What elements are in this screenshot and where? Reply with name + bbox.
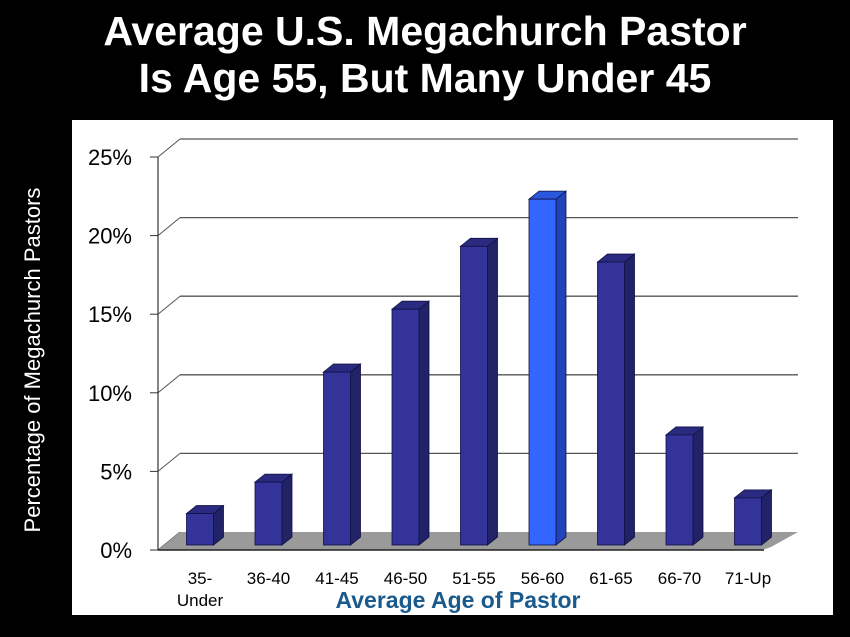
y-tick-label: 20% xyxy=(88,224,132,249)
bar-35-Under xyxy=(185,504,225,546)
bar-61-65 xyxy=(596,253,636,546)
bar-56-60 xyxy=(527,190,568,546)
x-tick-label: 35- xyxy=(188,569,213,588)
y-tick-label: 15% xyxy=(88,302,132,327)
x-tick-label: 71-Up xyxy=(725,569,771,588)
bar-46-50 xyxy=(390,300,431,546)
bar-36-40 xyxy=(253,473,294,546)
y-tick-label: 0% xyxy=(100,538,132,563)
bar-51-55 xyxy=(459,237,499,546)
x-axis-label: Average Age of Pastor xyxy=(336,587,581,613)
x-tick-label: 36-40 xyxy=(247,569,290,588)
title-line-2: Is Age 55, But Many Under 45 xyxy=(138,55,712,101)
x-tick-label: 46-50 xyxy=(384,569,427,588)
x-tick-label: 51-55 xyxy=(452,569,495,588)
bar-41-45 xyxy=(322,363,362,546)
y-tick-label: 5% xyxy=(100,459,132,484)
x-tick-label: 41-45 xyxy=(315,569,358,588)
title-line-1: Average U.S. Megachurch Pastor xyxy=(103,8,747,54)
y-tick-label: 10% xyxy=(88,381,132,406)
y-tick-label: 25% xyxy=(88,145,132,170)
bars xyxy=(185,190,773,546)
x-tick-label: 56-60 xyxy=(521,569,564,588)
y-tick-labels: 0% 5% 10% 15% 20% 25% xyxy=(88,145,132,563)
x-tick-label: 66-70 xyxy=(658,569,701,588)
chart-title: Average U.S. Megachurch Pastor Is Age 55… xyxy=(0,8,850,102)
x-tick-label: 61-65 xyxy=(589,569,632,588)
bar-66-70 xyxy=(664,426,705,546)
x-tick-label: Under xyxy=(177,591,224,610)
bar-71-Up xyxy=(733,489,773,546)
